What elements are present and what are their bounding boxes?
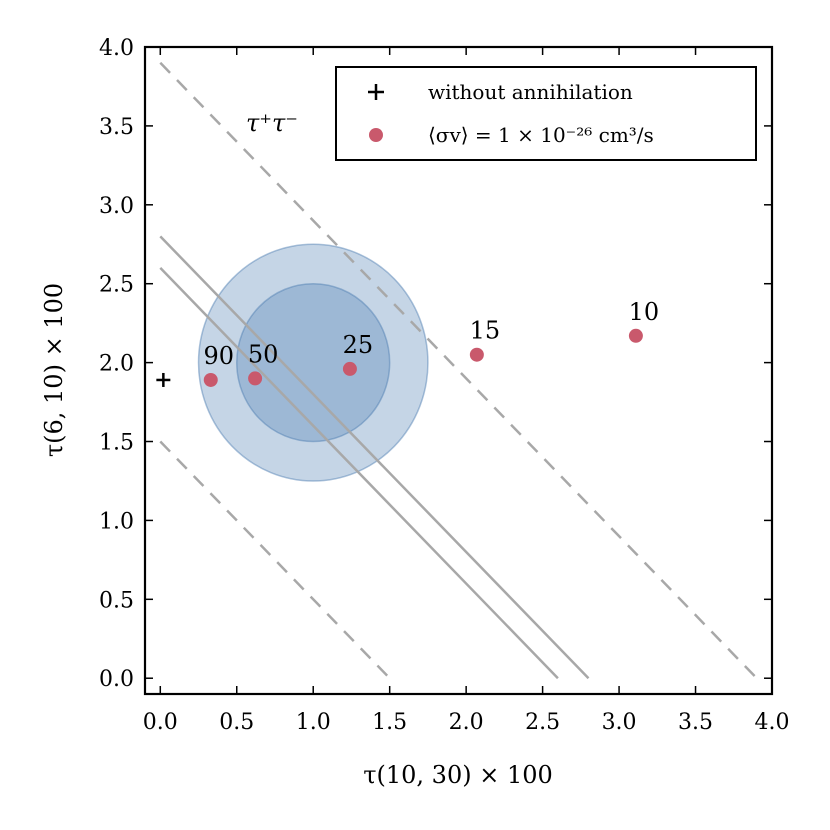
x-tick-label-4.0: 4.0 bbox=[755, 710, 790, 735]
point-label-10: 10 bbox=[629, 298, 660, 326]
point-label-50: 50 bbox=[248, 340, 279, 368]
y-axis-title: τ(6, 10) × 100 bbox=[40, 283, 68, 457]
x-axis-title: τ(10, 30) × 100 bbox=[363, 761, 553, 789]
x-tick-label-0.5: 0.5 bbox=[219, 710, 254, 735]
x-tick-label-3.5: 3.5 bbox=[678, 710, 713, 735]
x-tick-label-0.0: 0.0 bbox=[143, 710, 178, 735]
y-tick-label-1.5: 1.5 bbox=[99, 431, 134, 456]
x-tick-label-3.0: 3.0 bbox=[602, 710, 637, 735]
data-point-10 bbox=[628, 328, 643, 343]
point-label-25: 25 bbox=[343, 331, 374, 359]
data-point-50 bbox=[248, 371, 263, 386]
y-tick-label-3.0: 3.0 bbox=[99, 194, 134, 219]
legend-label-without-annihilation: without annihilation bbox=[428, 80, 633, 104]
data-point-15 bbox=[469, 347, 484, 362]
y-tick-label-0.0: 0.0 bbox=[99, 667, 134, 692]
data-point-90 bbox=[203, 372, 218, 387]
y-tick-label-2.5: 2.5 bbox=[99, 273, 134, 298]
point-labels: 90 50 25 15 10 bbox=[203, 298, 659, 370]
solid-line-2 bbox=[159, 267, 559, 680]
confidence-ellipse-2 bbox=[236, 282, 391, 443]
y-tick-label-2.0: 2.0 bbox=[99, 352, 134, 377]
axis-ticks: 0.0 0.5 1.0 1.5 2.0 2.5 3.0 3.5 4.0 0.0 0.5 1.0 1.5 2… bbox=[99, 36, 790, 735]
legend-label-cross-section: ⟨σv⟩ = 1 × 10⁻²⁶ cm³/s bbox=[428, 123, 654, 147]
y-tick-label-1.0: 1.0 bbox=[99, 509, 134, 534]
y-tick-label-4.0: 4.0 bbox=[99, 36, 134, 61]
reference-lines bbox=[159, 61, 758, 680]
solid-line-1 bbox=[159, 235, 590, 680]
reference-point-plus bbox=[156, 372, 171, 387]
x-tick-label-2.0: 2.0 bbox=[449, 710, 484, 735]
point-label-15: 15 bbox=[470, 317, 501, 345]
data-points bbox=[156, 328, 643, 387]
y-tick-label-3.5: 3.5 bbox=[99, 115, 134, 140]
legend: without annihilation ⟨σv⟩ = 1 × 10⁻²⁶ cm… bbox=[335, 66, 757, 161]
legend-marker-plus bbox=[368, 84, 384, 100]
point-label-90: 90 bbox=[203, 342, 234, 370]
dashed-line-2 bbox=[159, 440, 391, 680]
x-tick-label-2.5: 2.5 bbox=[525, 710, 560, 735]
chart-annotation: τ⁺τ⁻ bbox=[246, 109, 298, 137]
data-point-25 bbox=[342, 361, 357, 376]
legend-box bbox=[335, 66, 757, 161]
legend-marker-circle bbox=[369, 128, 383, 142]
x-tick-label-1.0: 1.0 bbox=[296, 710, 331, 735]
plot-frame bbox=[143, 45, 774, 696]
confidence-ellipse-1 bbox=[197, 243, 429, 482]
y-tick-label-0.5: 0.5 bbox=[99, 588, 134, 613]
confidence-regions bbox=[197, 243, 429, 482]
x-tick-label-1.5: 1.5 bbox=[372, 710, 407, 735]
